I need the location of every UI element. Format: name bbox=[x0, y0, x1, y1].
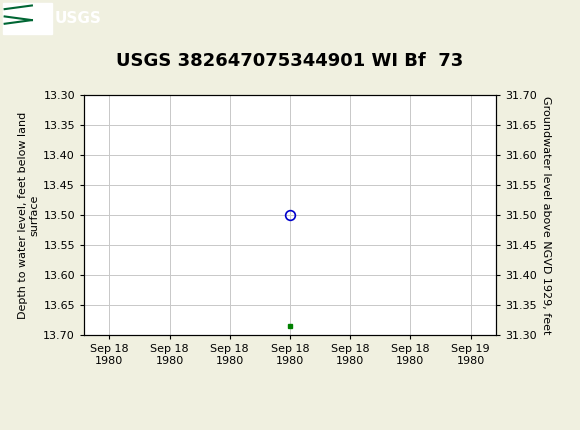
Text: USGS 382647075344901 WI Bf  73: USGS 382647075344901 WI Bf 73 bbox=[117, 52, 463, 70]
Legend: Period of approved data: Period of approved data bbox=[189, 427, 391, 430]
FancyBboxPatch shape bbox=[3, 3, 52, 34]
Y-axis label: Groundwater level above NGVD 1929, feet: Groundwater level above NGVD 1929, feet bbox=[541, 96, 551, 334]
Y-axis label: Depth to water level, feet below land
surface: Depth to water level, feet below land su… bbox=[17, 111, 39, 319]
Text: USGS: USGS bbox=[55, 11, 102, 26]
